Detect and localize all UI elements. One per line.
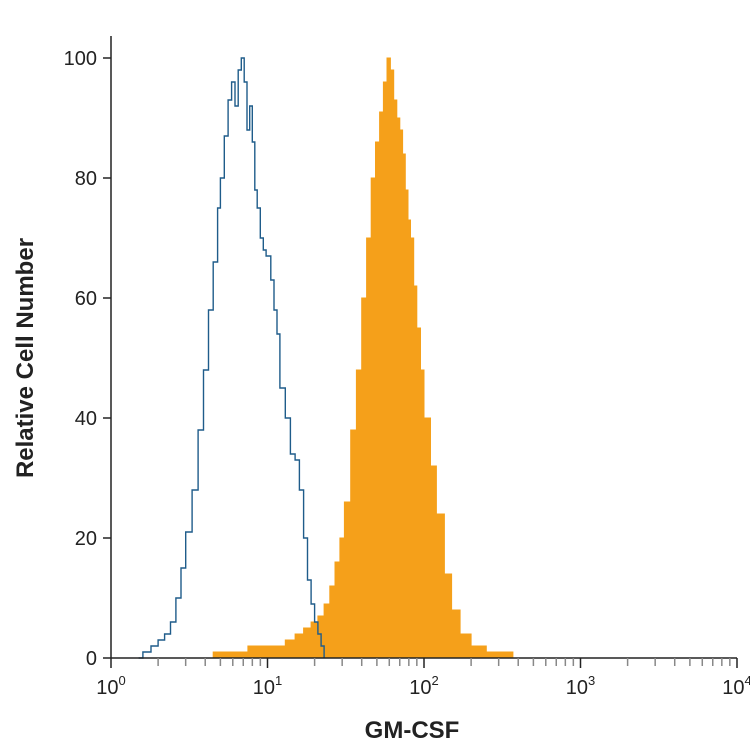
axes-layer	[103, 36, 738, 668]
x-tick-label: 101	[253, 673, 282, 699]
x-axis-title: GM-CSF	[365, 717, 460, 744]
x-tick-label: 100	[96, 673, 125, 699]
y-tick-label: 0	[86, 648, 97, 670]
y-tick-label: 40	[75, 408, 97, 430]
x-tick-label: 103	[566, 673, 595, 699]
labels-layer: 0 20 40 60 80 100 100 101 102 103 104 GM-CSF Relativ…	[12, 48, 750, 744]
y-tick-label: 80	[75, 168, 97, 190]
y-axis-title: Relative Cell Number	[12, 238, 39, 478]
y-tick-label: 20	[75, 528, 97, 550]
y-tick-label: 100	[64, 48, 97, 70]
outline-histogram-series	[138, 57, 325, 659]
filled-histogram-layer	[205, 57, 514, 659]
y-tick-label: 60	[75, 288, 97, 310]
x-tick-label: 104	[722, 673, 750, 699]
x-tick-label: 102	[409, 673, 438, 699]
filled-histogram-series	[205, 57, 514, 659]
outline-histogram-layer	[138, 57, 325, 659]
